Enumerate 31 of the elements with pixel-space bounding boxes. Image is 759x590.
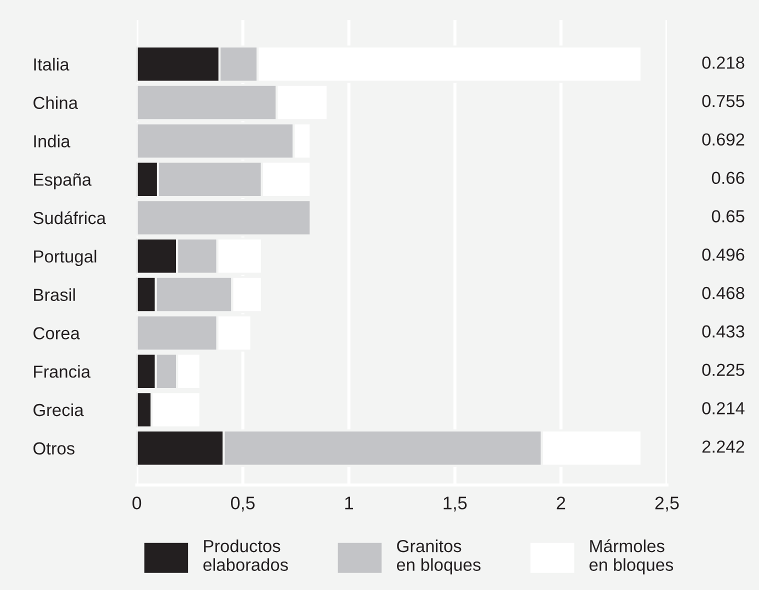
y-tick-label: Francia bbox=[34, 365, 91, 378]
y-tick-label: Sudáfrica bbox=[33, 211, 106, 224]
y-tick-label: Grecia bbox=[34, 403, 84, 416]
text: 0.218 bbox=[702, 56, 744, 69]
text: 0.65 bbox=[712, 210, 744, 222]
y-tick-label: España bbox=[34, 173, 92, 190]
x-tick-label: 2 bbox=[556, 496, 566, 510]
y-tick-label: Otros bbox=[33, 442, 74, 455]
y-tick-label: Corea bbox=[34, 327, 80, 340]
x-tick-label: 1,5 bbox=[444, 496, 467, 512]
text: 0.214 bbox=[702, 402, 744, 414]
x-tick-label: 0 bbox=[132, 496, 142, 510]
legend-label: Mármoles en bloques bbox=[590, 539, 674, 574]
text: 2.242 bbox=[702, 440, 744, 453]
legend-label: Granitos en bloques bbox=[396, 539, 481, 574]
y-tick-label: Brasil bbox=[34, 288, 75, 302]
x-tick-label: 1 bbox=[345, 496, 354, 510]
x-tick-label: 2,5 bbox=[655, 496, 679, 512]
y-tick-label: Portugal bbox=[34, 250, 96, 266]
y-tick-label: Italia bbox=[34, 58, 70, 71]
text: 0.66 bbox=[712, 172, 744, 184]
legend-label: Productos elaborados bbox=[203, 539, 288, 571]
text: 0.225 bbox=[702, 364, 744, 376]
y-tick-label: India bbox=[34, 134, 70, 148]
text: 0.468 bbox=[702, 286, 744, 300]
text: 0.692 bbox=[702, 133, 744, 146]
text: 0.755 bbox=[702, 94, 744, 108]
text: 0.496 bbox=[702, 248, 744, 261]
y-tick-label: China bbox=[34, 96, 78, 110]
text: 0.433 bbox=[702, 325, 744, 338]
x-tick-label: 0,5 bbox=[230, 496, 255, 512]
